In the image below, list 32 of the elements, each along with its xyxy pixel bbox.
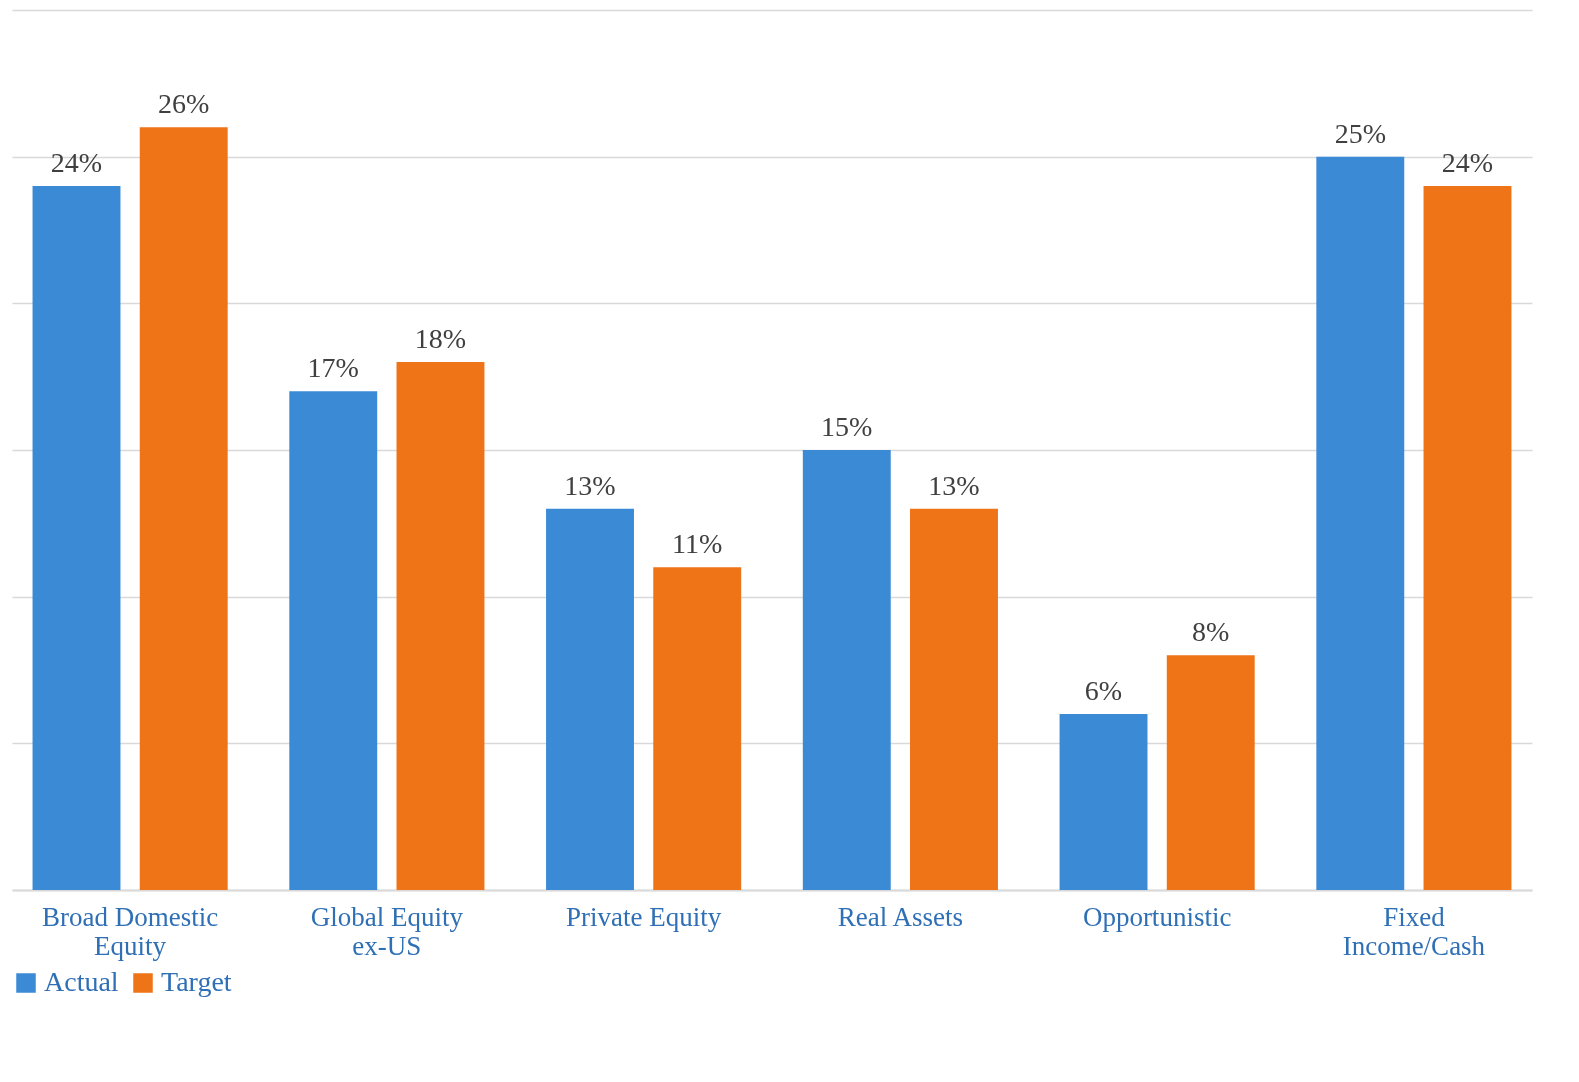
data-label: 15% — [821, 411, 873, 442]
data-label: 13% — [564, 469, 616, 501]
legend-label: Target — [161, 966, 232, 997]
x-tick-label: Broad Domestic Equity — [42, 901, 219, 961]
bar — [1316, 156, 1405, 890]
data-label: 25% — [1334, 117, 1386, 149]
bar — [1423, 186, 1512, 890]
bar — [653, 567, 742, 890]
x-tick-label: Real Assets — [837, 901, 963, 932]
legend-label: Actual — [44, 966, 119, 997]
bar — [802, 450, 891, 890]
x-tick-label: Opportunistic — [1082, 901, 1232, 932]
x-tick-label: Global Equity ex-US — [310, 901, 464, 961]
bar — [32, 186, 121, 890]
bar — [396, 362, 485, 890]
bar — [1166, 655, 1255, 890]
bar — [546, 508, 634, 890]
data-label: 11% — [672, 528, 723, 560]
bar — [910, 508, 998, 890]
data-label: 6% — [1084, 675, 1123, 706]
bar — [1059, 714, 1148, 890]
data-label: 18% — [414, 323, 467, 354]
data-label: 17% — [307, 352, 359, 384]
bar — [139, 127, 228, 890]
x-tick-label: Fixed Income/Cash — [1342, 901, 1486, 961]
data-label: 26% — [158, 88, 210, 120]
data-label: 24% — [1441, 147, 1494, 178]
data-label: 8% — [1192, 616, 1230, 648]
data-label: 13% — [928, 469, 980, 501]
x-tick-label: Private Equity — [566, 901, 722, 932]
bar — [289, 391, 378, 890]
data-label: 24% — [50, 147, 103, 178]
